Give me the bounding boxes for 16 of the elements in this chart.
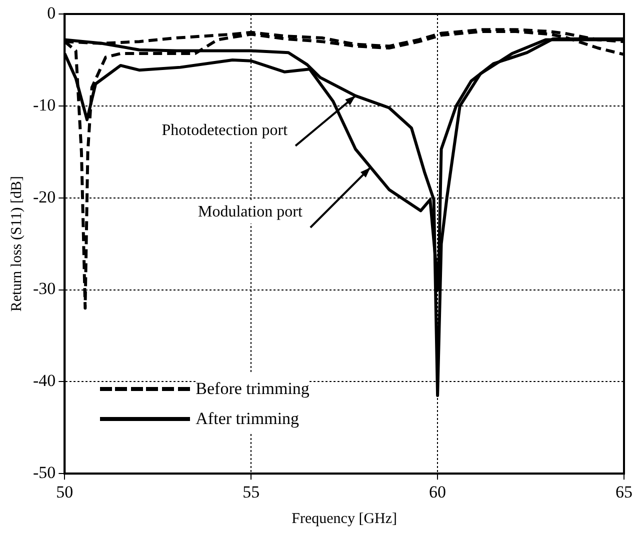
y-tick-label: -50 bbox=[32, 463, 56, 482]
y-tick-label: -20 bbox=[32, 187, 56, 206]
x-tick-label: 65 bbox=[616, 482, 632, 502]
y-tick-label: -30 bbox=[32, 279, 56, 298]
annotation: Photodetection port bbox=[162, 122, 288, 140]
y-tick-label: -10 bbox=[32, 95, 56, 114]
legend-label: Before trimming bbox=[196, 374, 310, 404]
legend-label: After trimming bbox=[196, 404, 300, 434]
x-axis-title: Frequency [GHz] bbox=[292, 510, 398, 527]
x-tick-label: 50 bbox=[56, 482, 74, 502]
annotation: Modulation port bbox=[198, 204, 303, 221]
y-tick-label: -40 bbox=[32, 371, 56, 390]
y-tick-label: 0 bbox=[47, 3, 56, 22]
x-tick-label: 60 bbox=[429, 482, 446, 502]
x-tick-label: 55 bbox=[242, 482, 260, 502]
y-axis-title: Return loss (S11) [dB] bbox=[8, 176, 25, 312]
